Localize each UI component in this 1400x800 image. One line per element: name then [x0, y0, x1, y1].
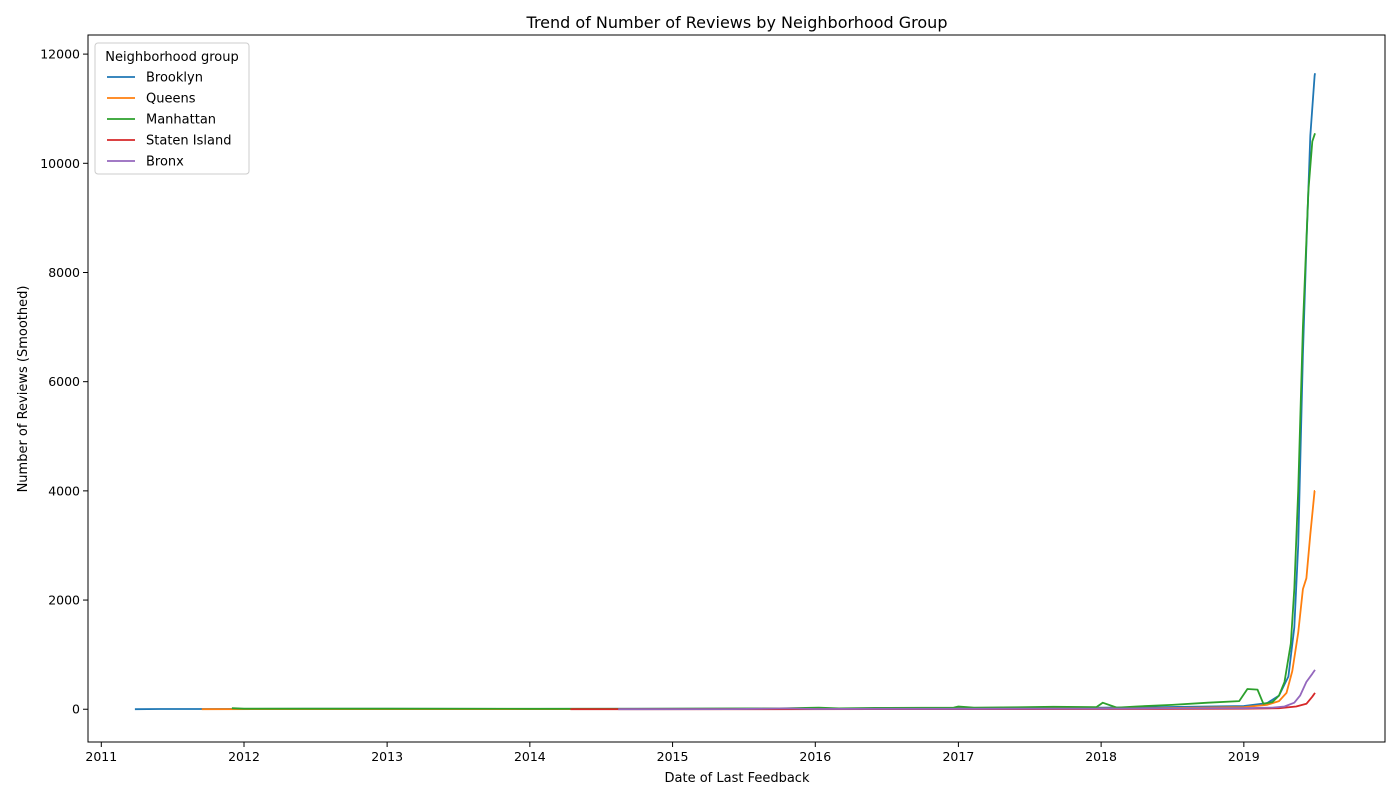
series-layer	[134, 73, 1316, 711]
legend-label-manhattan: Manhattan	[146, 113, 216, 128]
plot-frame	[87, 34, 1386, 743]
y-axis-label: Number of Reviews (Smoothed)	[16, 286, 31, 493]
legend-label-brooklyn: Brooklyn	[146, 71, 203, 86]
x-tick-label: 2012	[228, 749, 260, 764]
plot-area	[88, 35, 1385, 742]
legend-label-bronx: Bronx	[146, 155, 184, 170]
x-tick-label: 2019	[1228, 749, 1260, 764]
x-tick-label: 2013	[371, 749, 403, 764]
x-tick-label: 2016	[799, 749, 831, 764]
y-tick-label: 0	[72, 702, 80, 717]
x-tick-label: 2011	[85, 749, 117, 764]
legend: Neighborhood group Brooklyn Queens Manhatt…	[94, 42, 250, 175]
y-tick-label: 12000	[40, 47, 80, 62]
y-tick-label: 4000	[48, 483, 80, 498]
legend-title: Neighborhood group	[105, 50, 238, 65]
x-axis: 2011 2012 2013 2014 2015 2016 2017 2018 2019	[85, 742, 1260, 764]
y-axis: 0 2000 4000 6000 8000 10000 12000	[40, 47, 88, 717]
legend-entries: Brooklyn Queens Manhattan Staten Island Bron…	[107, 71, 231, 170]
legend-label-queens: Queens	[146, 92, 196, 107]
x-tick-label: 2015	[657, 749, 689, 764]
legend-label-staten-island: Staten Island	[146, 134, 231, 149]
chart-title: Trend of Number of Reviews by Neighborho…	[526, 13, 948, 32]
x-tick-label: 2017	[942, 749, 974, 764]
series-line-bronx	[618, 669, 1316, 711]
y-tick-label: 6000	[48, 374, 80, 389]
y-tick-label: 10000	[40, 156, 80, 171]
y-tick-label: 2000	[48, 593, 80, 608]
y-tick-label: 8000	[48, 265, 80, 280]
x-tick-label: 2014	[514, 749, 546, 764]
legend-box	[94, 42, 250, 175]
x-tick-label: 2018	[1085, 749, 1117, 764]
x-axis-label: Date of Last Feedback	[665, 771, 810, 786]
